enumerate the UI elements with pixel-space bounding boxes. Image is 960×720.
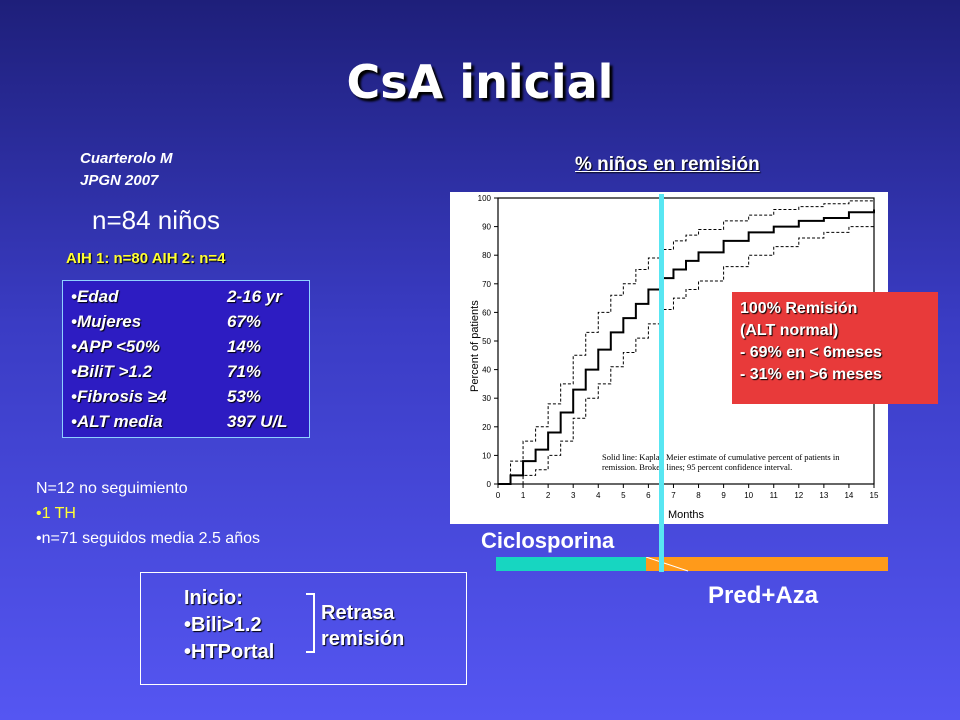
legend-line-1: Solid line: Kaplan Meier estimate of cum… [602, 452, 840, 462]
y-tick-label: 50 [482, 337, 491, 346]
delay-line-1: Retrasa [321, 602, 395, 624]
chart-heading: % niños en remisión [575, 154, 760, 175]
remission-line: (ALT normal) [740, 322, 839, 339]
x-tick-label: 14 [844, 491, 853, 500]
x-tick-label: 10 [744, 491, 753, 500]
followup-notes: N=12 no seguimiento •1 TH •n=71 seguidos… [36, 476, 260, 551]
y-tick-label: 40 [482, 366, 491, 375]
characteristic-label: •APP <50% [71, 337, 160, 356]
characteristic-label: •Fibrosis ≥4 [71, 387, 167, 406]
characteristic-value: 14% [227, 337, 262, 356]
start-item: •HTPortal [184, 641, 275, 663]
y-axis-label: Percent of patients [469, 300, 481, 392]
y-tick-label: 60 [482, 308, 491, 317]
x-tick-label: 15 [870, 491, 879, 500]
characteristic-label: •ALT media [71, 412, 163, 431]
x-tick-label: 6 [646, 491, 651, 500]
characteristic-label: •BiliT >1.2 [71, 362, 153, 381]
remission-line: - 31% en >6 meses [740, 366, 882, 383]
characteristic-row: •ALT media 397 U/L [71, 412, 309, 437]
x-axis-label: Months [668, 509, 705, 521]
remission-line: 100% Remisión [740, 300, 858, 317]
y-tick-label: 10 [482, 451, 491, 460]
followup-transplant: •1 TH [36, 505, 76, 522]
treatment-transition [645, 557, 689, 572]
citation-journal: JPGN 2007 [80, 172, 159, 189]
characteristic-row: •APP <50% 14% [71, 337, 309, 362]
legend-line-2: remission. Broken lines; 95 percent conf… [602, 462, 792, 472]
x-tick-label: 0 [496, 491, 501, 500]
delay-line-2: remisión [321, 628, 405, 650]
followup-followed: •n=71 seguidos media 2.5 años [36, 530, 260, 547]
characteristic-row: •Fibrosis ≥4 53% [71, 387, 309, 412]
characteristic-label: •Edad [71, 287, 119, 306]
start-heading: Inicio: [184, 587, 243, 609]
aih-types: AIH 1: n=80 AIH 2: n=4 [66, 250, 226, 267]
cohort-size: n=84 niños [92, 205, 220, 235]
x-tick-label: 12 [794, 491, 803, 500]
x-tick-label: 9 [721, 491, 726, 500]
transition-line [645, 557, 689, 572]
followup-lost: N=12 no seguimiento [36, 480, 188, 497]
y-tick-label: 80 [482, 251, 491, 260]
characteristic-row: •Mujeres 67% [71, 312, 309, 337]
start-factors-box [140, 572, 467, 685]
pred-aza-bar [660, 557, 888, 571]
x-tick-label: 1 [521, 491, 526, 500]
characteristic-label: •Mujeres [71, 312, 142, 331]
characteristics-box: •Edad 2-16 yr •Mujeres 67% •APP <50% 14% •B… [62, 280, 310, 438]
x-tick-label: 4 [596, 491, 601, 500]
x-tick-label: 11 [770, 491, 779, 500]
pred-aza-label: Pred+Aza [708, 582, 819, 609]
slide-title: CsA inicial [346, 55, 614, 109]
characteristic-value: 53% [227, 387, 262, 406]
y-tick-label: 100 [478, 194, 492, 203]
x-tick-label: 13 [819, 491, 828, 500]
month-marker-line [659, 194, 664, 572]
remission-line: - 69% en < 6meses [740, 344, 882, 361]
y-tick-label: 0 [487, 480, 492, 489]
x-tick-label: 8 [696, 491, 701, 500]
x-tick-label: 7 [671, 491, 676, 500]
km-estimate-line [498, 209, 875, 485]
cyclosporine-bar [496, 557, 646, 571]
y-tick-label: 90 [482, 223, 491, 232]
y-tick-label: 20 [482, 423, 491, 432]
cyclosporine-label: Ciclosporina [481, 528, 615, 553]
citation: Cuarterolo M JPGN 2007 [80, 148, 173, 192]
x-tick-label: 5 [621, 491, 626, 500]
start-factors-list: Inicio: •Bili>1.2 •HTPortal [184, 585, 274, 666]
characteristic-value: 2-16 yr [227, 287, 282, 306]
start-item: •Bili>1.2 [184, 614, 262, 636]
confidence-interval-line [498, 198, 875, 485]
citation-author: Cuarterolo M [80, 150, 173, 167]
confidence-interval-line [498, 220, 875, 485]
x-tick-label: 2 [546, 491, 551, 500]
y-tick-label: 30 [482, 394, 491, 403]
characteristic-value: 397 U/L [227, 412, 288, 431]
delay-effect: Retrasa remisión [321, 600, 404, 652]
bracket-icon [306, 593, 315, 653]
characteristic-row: •Edad 2-16 yr [71, 287, 309, 312]
characteristic-value: 67% [227, 312, 262, 331]
remission-box: 100% Remisión (ALT normal) - 69% en < 6m… [732, 292, 938, 404]
characteristic-value: 71% [227, 362, 262, 381]
x-tick-label: 3 [571, 491, 576, 500]
y-tick-label: 70 [482, 280, 491, 289]
characteristic-row: •BiliT >1.2 71% [71, 362, 309, 387]
